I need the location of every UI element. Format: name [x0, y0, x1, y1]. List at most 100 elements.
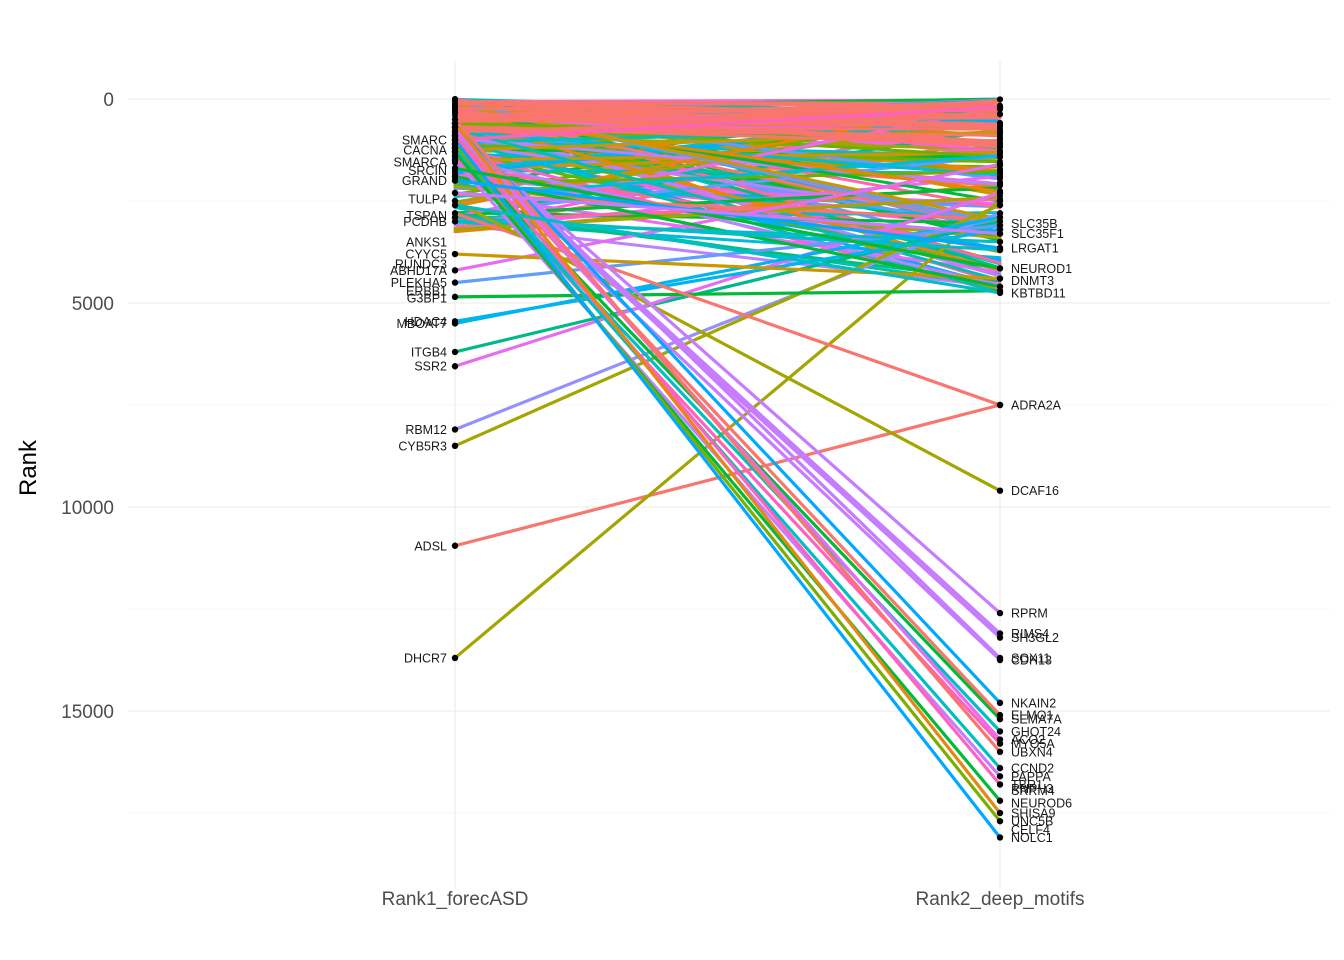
gene-label-right: NEUROD1 [1011, 262, 1072, 276]
point-tbr1 [996, 781, 1004, 788]
point-itgb4 [451, 348, 459, 356]
point-pcdhb [996, 238, 1004, 245]
gene-label-right: NOLC1 [1011, 831, 1053, 845]
point-lrgat1 [996, 244, 1004, 252]
bundle-line [453, 154, 1002, 199]
bundle-line [453, 154, 1002, 215]
gene-label-left: HDAC4 [405, 315, 447, 329]
y-axis-ticks: 0 5000 10000 15000 [61, 90, 114, 723]
series-line-neurod1 [453, 166, 1002, 270]
y-axis-title: Rank [15, 439, 42, 496]
gene-label-right: SHISA9 [1011, 807, 1056, 821]
gene-label-right: LRGAT1 [1011, 241, 1059, 255]
gene-label-right: PAPPA [1011, 770, 1051, 784]
series-line-rprm [453, 130, 1002, 615]
gene-label-right: ADRA2A [1011, 399, 1062, 413]
point-cdh13 [996, 656, 1004, 664]
series-line-tbr1 [453, 134, 1002, 787]
gene-label-right: CCND2 [1011, 762, 1054, 776]
point-dense [997, 104, 1003, 111]
gene-label-right: RNPH3 [1011, 782, 1053, 796]
series-line-ghot24 [453, 150, 1002, 734]
point-dense [452, 103, 458, 110]
point-cyb5r3 [451, 442, 459, 449]
gene-label-left: SMARCA [394, 156, 448, 170]
x-axis-ticks: Rank1_forecASD Rank2_deep_motifs [382, 889, 1085, 910]
gene-label-left: GRAND [402, 174, 447, 188]
gene-label-right: SLC35B [1011, 217, 1058, 231]
point-ghot24 [996, 728, 1004, 735]
series-line-rbm12 [453, 211, 1002, 432]
gene-label-right: GHOT24 [1011, 725, 1061, 739]
gene-label-left: ITGB4 [411, 345, 447, 359]
series-lines [453, 105, 1002, 840]
point-adra2a [996, 401, 1004, 409]
gene-label-left: SSR2 [414, 360, 447, 374]
y-tick-label: 5000 [72, 294, 114, 315]
series-line-elmo1 [453, 134, 1002, 717]
series-line-smarca [453, 105, 1002, 142]
gene-label-left: ANKS1 [406, 235, 447, 249]
gene-label-right: NEUROD6 [1011, 796, 1072, 810]
rank-points [451, 96, 1004, 841]
gene-label-left: SMARC [402, 133, 447, 147]
gene-label-left: RUNDC3 [395, 258, 447, 272]
point-adsl [451, 542, 459, 549]
point-dense [452, 97, 458, 104]
x-tick-label: Rank2_deep_motifs [916, 889, 1085, 910]
point-ubxn4 [996, 748, 1004, 755]
x-tick-label: Rank1_forecASD [382, 889, 529, 910]
point-plekha5 [996, 222, 1004, 229]
series-line-ssr2 [453, 191, 1002, 368]
point-slc35f1 [451, 189, 459, 197]
point-adra2a [451, 210, 459, 217]
point-dense [997, 120, 1003, 127]
gene-label-left: TULP4 [408, 192, 447, 206]
gene-label-right: CELF4 [1011, 823, 1050, 837]
point-dense [452, 142, 458, 149]
point-dense [452, 158, 458, 165]
bundle-line [453, 127, 1002, 282]
gene-label-left: PLEKHA5 [391, 276, 447, 290]
gene-label-right: SRRM4 [1011, 784, 1055, 798]
point-dense [997, 187, 1003, 194]
gene-label-right: UNC5B [1011, 815, 1053, 829]
series-line-plekha5 [453, 223, 1002, 285]
point-pcdhb [451, 218, 459, 225]
series-line-ubxn4 [453, 117, 1002, 754]
point-dcaf16 [996, 487, 1004, 494]
gene-label-right: NKAIN2 [1011, 696, 1056, 710]
point-abhd17a [451, 267, 459, 274]
gene-label-right: SLC35F1 [1011, 227, 1064, 241]
point-kbtbd11 [996, 289, 1004, 296]
gene-label-right: KBTBD11 [1011, 286, 1066, 300]
point-rbm12 [451, 426, 459, 433]
gene-label-right: ACO2 [1011, 733, 1045, 747]
series-line-sox11 [453, 125, 1002, 660]
point-dense [997, 196, 1003, 203]
gene-label-right: CDH13 [1011, 654, 1052, 668]
point-rprm [996, 609, 1004, 617]
point-cyyc5 [451, 250, 459, 258]
point-mboat7 [996, 214, 1004, 221]
gene-label-left: DHCR7 [404, 651, 447, 665]
gene-label-right: RPRM [1011, 607, 1048, 621]
point-dense [997, 169, 1003, 176]
gene-label-left: SRCIN [408, 164, 447, 178]
point-dense [997, 96, 1003, 103]
gene-label-left: G3BP1 [407, 292, 447, 306]
bundle-line [454, 106, 1001, 127]
point-grand [996, 283, 1004, 290]
point-nolc1 [996, 834, 1004, 841]
gene-label-left: PCDHB [403, 215, 447, 229]
series-line-kbtbd11 [453, 203, 1002, 295]
point-dense [997, 148, 1003, 155]
gene-label-right: RIMS4 [1011, 627, 1049, 641]
series-line-g3bp1 [453, 289, 1002, 299]
gene-label-left: ABHD17A [390, 264, 448, 278]
gene-label-right: SH3GL2 [1011, 631, 1059, 645]
gene-label-left: CACNA [403, 144, 447, 158]
bundle-line [453, 102, 1002, 222]
point-nkain2 [996, 699, 1004, 707]
